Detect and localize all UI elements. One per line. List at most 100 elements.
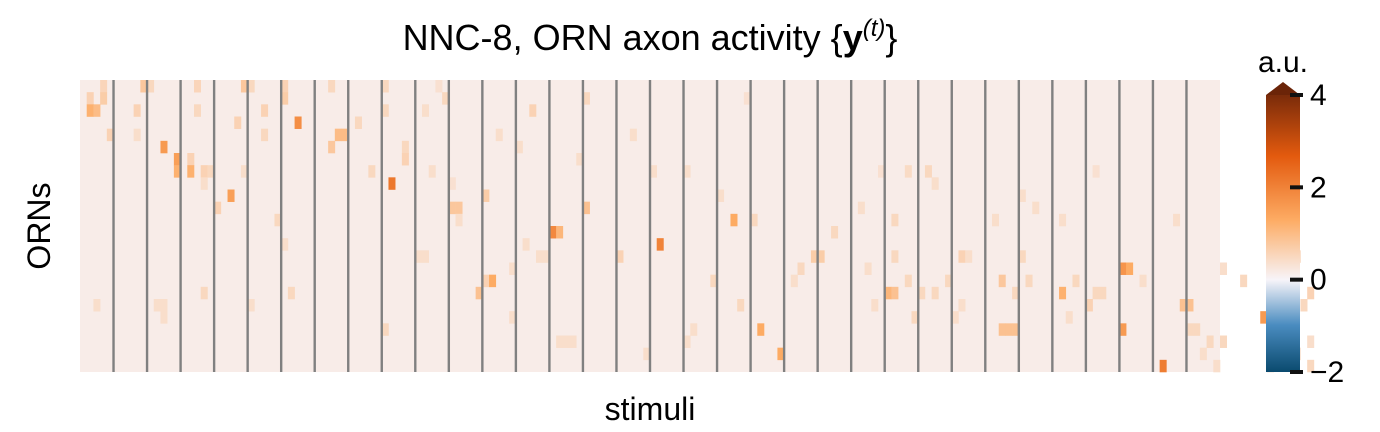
- heatmap-cell: [200, 177, 208, 190]
- heatmap-cell: [945, 274, 953, 288]
- heatmap-cell: [891, 213, 899, 227]
- heatmap-cell: [730, 213, 738, 227]
- heatmap-cell: [1092, 165, 1100, 178]
- heatmap-cell: [381, 80, 389, 93]
- heatmap-cell: [864, 262, 872, 275]
- heatmap-cell: [1005, 323, 1013, 336]
- heatmap-cell: [294, 116, 302, 129]
- heatmap-cell: [227, 189, 235, 202]
- heatmap-cell: [448, 201, 456, 215]
- heatmap-cell: [1012, 286, 1020, 300]
- y-axis-label: ORNs: [21, 182, 57, 269]
- heatmap-cell: [710, 274, 718, 288]
- heatmap-cell: [455, 213, 463, 227]
- heatmap-cell: [140, 80, 148, 93]
- heatmap-cell: [133, 104, 141, 117]
- heatmap-cell: [522, 238, 530, 251]
- heatmap-cell: [100, 80, 108, 93]
- heatmap-cell: [1179, 299, 1187, 312]
- colorbar-extend-arrow: [1266, 82, 1300, 95]
- heatmap-cell: [281, 238, 289, 251]
- heatmap-cell: [214, 201, 222, 215]
- heatmap-cell: [173, 153, 181, 166]
- heatmap-cell: [1220, 262, 1228, 275]
- heatmap-cell: [341, 128, 349, 142]
- heatmap-cell: [401, 153, 409, 166]
- heatmap-cell: [368, 165, 376, 178]
- heatmap-cell: [1072, 274, 1080, 288]
- heatmap-cell: [100, 92, 108, 105]
- heatmap-cell: [442, 92, 450, 105]
- chart-title-text: NNC-8, ORN axon activity: [403, 17, 821, 58]
- heatmap-cell: [918, 286, 926, 300]
- heatmap-cell: [422, 250, 430, 263]
- stimulus-separators: [112, 80, 1188, 372]
- heatmap-cell: [1307, 335, 1315, 348]
- heatmap-cell: [334, 128, 342, 142]
- heatmap-cell: [529, 104, 537, 117]
- heatmap-cell: [884, 286, 892, 300]
- heatmap-cell: [1220, 335, 1228, 348]
- heatmap-cell: [878, 165, 886, 178]
- heatmap-cell: [931, 177, 939, 190]
- heatmap-cell: [965, 250, 973, 263]
- heatmap-cell: [549, 226, 557, 239]
- colorbar: a.u. −2 0 2 4: [1258, 46, 1344, 389]
- heatmap-cell: [381, 104, 389, 117]
- heatmap-cell: [1059, 286, 1067, 300]
- heatmap-cell: [998, 323, 1006, 336]
- heatmap-cell: [992, 213, 1000, 227]
- heatmap-plot-area: [80, 80, 1315, 373]
- heatmap-cell: [194, 104, 202, 117]
- heatmap-cell: [1240, 274, 1248, 288]
- heatmap-cell: [1307, 286, 1315, 300]
- heatmap-cell: [582, 92, 590, 105]
- heatmap-cell: [448, 177, 456, 190]
- heatmap-cell: [817, 250, 825, 263]
- heatmap-cell: [281, 80, 289, 93]
- heatmap-cell: [629, 128, 637, 142]
- heatmap-cell: [1206, 335, 1214, 348]
- heatmap-cell: [556, 226, 564, 239]
- heatmap-cell: [328, 140, 336, 154]
- heatmap-cell: [757, 323, 765, 336]
- chart-title: NNC-8, ORN axon activity {y(t)}: [403, 15, 898, 58]
- heatmap-cell: [857, 201, 865, 215]
- heatmap-cell: [998, 274, 1006, 288]
- heatmap-cell: [904, 274, 912, 288]
- heatmap-cell: [1159, 359, 1167, 373]
- heatmap-cell: [194, 80, 202, 93]
- heatmap-cell: [958, 250, 966, 263]
- heatmap-cell: [495, 128, 503, 142]
- heatmap-cell: [831, 226, 839, 239]
- heatmap-cell: [247, 299, 255, 312]
- heatmap-cell: [650, 165, 658, 178]
- heatmap-cell: [509, 311, 517, 324]
- colorbar-label: a.u.: [1258, 46, 1308, 79]
- colorbar-gradient: [1266, 95, 1300, 372]
- heatmap-cell: [797, 262, 805, 275]
- heatmap-cell: [1307, 359, 1315, 373]
- heatmap-cell: [482, 274, 490, 288]
- heatmap-cell: [616, 250, 624, 263]
- heatmap-cell: [1059, 213, 1067, 227]
- heatmap-cell: [160, 311, 168, 324]
- heatmap-cell: [133, 128, 141, 142]
- heatmap-cell: [1018, 189, 1026, 202]
- heatmap-cell: [261, 104, 269, 117]
- heatmap-cell: [1092, 286, 1100, 300]
- heatmap-cell: [743, 92, 751, 105]
- heatmap-cell: [475, 286, 483, 300]
- heatmap-cell: [690, 323, 698, 336]
- heatmap-cell: [455, 201, 463, 215]
- heatmap-cell: [1099, 286, 1107, 300]
- heatmap-cell: [428, 165, 436, 178]
- heatmap-cell: [354, 116, 362, 129]
- heatmap-cell: [683, 165, 691, 178]
- heatmap-cell: [951, 311, 959, 324]
- heatmap-cell: [147, 80, 155, 93]
- heatmap-cell: [489, 274, 497, 288]
- heatmap-cell: [435, 80, 443, 93]
- heatmap-cell: [569, 335, 577, 348]
- heatmap-cell: [810, 250, 818, 263]
